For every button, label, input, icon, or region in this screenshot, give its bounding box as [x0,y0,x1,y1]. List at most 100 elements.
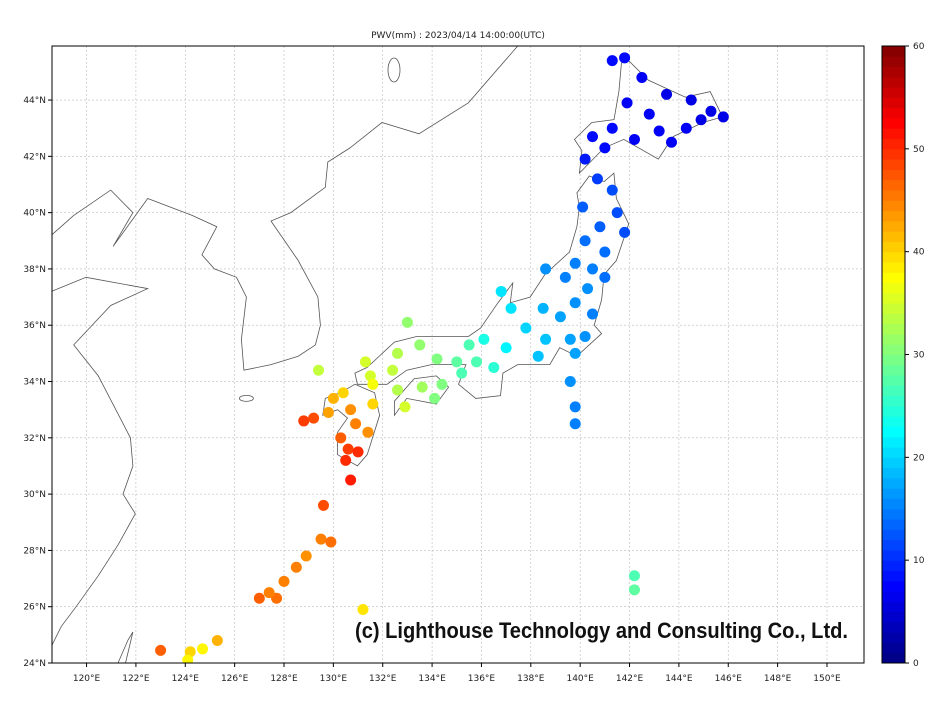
station-point [569,418,581,430]
station-point [429,392,441,404]
colorbar-band [882,97,905,109]
colorbar-band [882,395,905,407]
colorbar-band [882,87,905,98]
station-point [298,415,310,427]
station-point [653,125,665,137]
colorbar-band [882,560,905,571]
colorbar-tick-label: 60 [913,42,925,52]
y-tick-label: 28°N [23,546,46,556]
colorbar-tick-label: 50 [913,145,925,155]
colorbar-band [882,200,905,212]
y-tick-label: 42°N [23,152,46,162]
y-tick-label: 36°N [23,321,46,331]
colorbar-band [882,477,905,489]
station-point [564,333,576,345]
station-point [414,339,426,351]
station-point [401,316,413,328]
station-point [520,322,532,334]
station-point [364,370,376,382]
colorbar-band [882,364,905,376]
colorbar-band [882,169,905,181]
colorbar-band [882,220,905,232]
station-point [317,499,329,511]
station-point [471,356,483,368]
colorbar-band [882,549,905,561]
colorbar-band [882,591,905,602]
y-tick-label: 34°N [23,378,46,388]
station-point [211,634,223,646]
colorbar-band [882,323,905,335]
sakhalin-coast [387,57,401,83]
station-point [325,536,337,548]
colorbar-band [882,148,905,160]
station-point [357,604,369,616]
colorbar-band [882,652,905,664]
x-tick-label: 122°E [122,674,150,684]
colorbar-band [882,76,905,88]
y-tick-label: 26°N [23,603,46,613]
colorbar-band [882,107,905,119]
x-tick-label: 144°E [665,674,693,684]
colorbar-band [882,179,905,191]
x-tick-label: 150°E [813,674,841,684]
x-tick-label: 142°E [616,674,644,684]
x-tick-label: 124°E [172,674,200,684]
station-point [569,257,581,269]
y-tick-label: 24°N [23,659,46,669]
station-point [451,356,463,368]
colorbar-band [882,272,905,284]
station-point [416,381,428,393]
colorbar-band [882,529,905,541]
station-point [606,122,618,134]
station-point [367,378,379,390]
station-point [505,302,517,314]
station-point [300,550,312,562]
station-point [569,297,581,309]
station-point [345,404,357,416]
station-point [478,333,490,345]
colorbar-band [882,539,905,551]
colorbar-band [882,66,905,78]
colorbar-band [882,56,905,68]
colorbar-band [882,375,905,386]
colorbar-band [882,426,905,438]
station-point [342,443,354,455]
station-point [587,131,599,143]
station-point [327,392,339,404]
station-point [559,271,571,283]
y-tick-label: 38°N [23,265,46,275]
colorbar-band [882,611,905,623]
station-point [337,387,349,399]
colorbar-band [882,138,905,150]
colorbar-band [882,292,905,304]
colorbar-band [882,354,905,366]
station-point [695,114,707,126]
colorbar-band [882,632,905,643]
x-tick-label: 134°E [418,674,446,684]
station-point [387,364,399,376]
station-point [359,356,371,368]
station-point [308,412,320,424]
colorbar-band [882,313,905,325]
station-point [685,94,697,106]
colorbar-band [882,570,905,582]
colorbar-band [882,241,905,253]
colorbar [882,46,905,664]
jeju-coast [238,394,254,402]
station-point [564,376,576,388]
mainland-coast [52,46,519,371]
x-tick-label: 126°E [221,674,249,684]
x-tick-label: 140°E [566,674,594,684]
colorbar-band [882,282,905,294]
shikoku-coast [393,375,450,417]
station-point [456,367,468,379]
station-point [197,643,209,655]
station-point [340,454,352,466]
station-point [628,133,640,145]
station-point [579,330,591,342]
station-point [436,378,448,390]
station-point [182,654,194,663]
station-point [155,644,167,656]
station-point [392,347,404,359]
